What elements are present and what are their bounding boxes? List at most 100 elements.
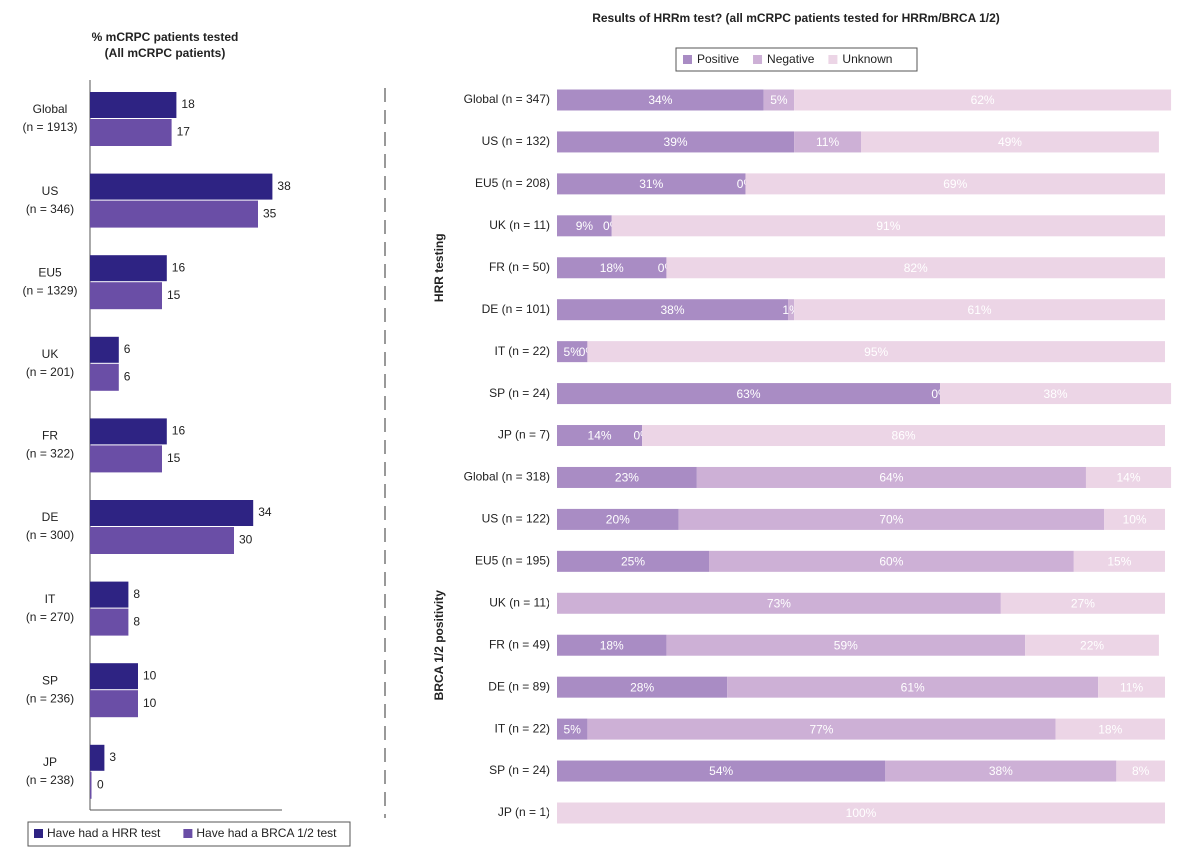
bar-segment bbox=[666, 634, 1026, 656]
value-label: 16 bbox=[172, 260, 186, 274]
left-title: % mCRPC patients tested bbox=[92, 30, 239, 44]
value-label: 20% bbox=[606, 513, 630, 527]
bar-segment bbox=[1098, 676, 1165, 698]
bar-segment bbox=[557, 466, 697, 488]
category-label: IT (n = 22) bbox=[495, 344, 550, 358]
bar-segment bbox=[1104, 508, 1165, 530]
value-label: 22% bbox=[1080, 638, 1104, 652]
bar-segment bbox=[557, 173, 746, 195]
category-label: Global (n = 318) bbox=[464, 470, 550, 484]
bar bbox=[90, 418, 167, 445]
bar-segment bbox=[678, 508, 1105, 530]
value-label: 5% bbox=[770, 93, 788, 107]
value-label: 49% bbox=[998, 135, 1022, 149]
value-label: 10 bbox=[143, 668, 157, 682]
value-label: 69% bbox=[943, 177, 967, 191]
category-label: US (n = 122) bbox=[482, 512, 550, 526]
category-label: FR (n = 50) bbox=[489, 260, 550, 274]
bar-segment bbox=[642, 425, 1165, 447]
bar-segment bbox=[557, 802, 1165, 824]
bar-segment bbox=[557, 131, 795, 153]
legend-label: Unknown bbox=[842, 52, 892, 66]
value-label: 64% bbox=[879, 471, 903, 485]
value-label: 18% bbox=[1098, 722, 1122, 736]
legend-label: Negative bbox=[767, 52, 815, 66]
group-label: HRR testing bbox=[432, 233, 446, 302]
bar bbox=[90, 690, 138, 718]
value-label: 35 bbox=[263, 206, 277, 220]
bar bbox=[90, 744, 105, 771]
value-label: 14% bbox=[1117, 471, 1141, 485]
category-label: (n = 1913) bbox=[22, 120, 77, 134]
value-label: 18 bbox=[181, 97, 195, 111]
legend-label: Have had a HRR test bbox=[47, 826, 161, 840]
category-label: EU5 bbox=[38, 265, 62, 279]
bar bbox=[90, 608, 129, 636]
category-label: US (n = 132) bbox=[482, 134, 550, 148]
category-label: IT bbox=[45, 592, 56, 606]
left-subtitle: (All mCRPC patients) bbox=[105, 46, 226, 60]
value-label: 11% bbox=[816, 135, 839, 149]
bar bbox=[90, 92, 177, 118]
value-label: 39% bbox=[664, 135, 688, 149]
bar-segment bbox=[763, 89, 795, 111]
bar-segment bbox=[1116, 760, 1165, 782]
bar-segment bbox=[794, 131, 861, 153]
value-label: 8 bbox=[133, 614, 140, 628]
legend-label: Have had a BRCA 1/2 test bbox=[196, 826, 337, 840]
bar-segment bbox=[1025, 634, 1159, 656]
bar-segment bbox=[557, 760, 886, 782]
value-label: 15 bbox=[167, 288, 181, 302]
bar-segment bbox=[666, 257, 1165, 279]
bar bbox=[90, 527, 234, 554]
category-label: DE bbox=[42, 510, 59, 524]
bar bbox=[90, 581, 129, 608]
bar bbox=[90, 336, 119, 363]
value-label: 6 bbox=[124, 342, 131, 356]
category-label: (n = 270) bbox=[26, 610, 74, 624]
value-label: 95% bbox=[864, 345, 888, 359]
category-label: EU5 (n = 208) bbox=[475, 176, 550, 190]
legend-box bbox=[675, 47, 918, 72]
category-label: JP (n = 7) bbox=[498, 428, 550, 442]
category-label: (n = 300) bbox=[26, 528, 74, 542]
category-label: UK bbox=[42, 347, 59, 361]
right-title: Results of HRRm test? (all mCRPC patient… bbox=[592, 11, 1000, 25]
value-label: 17 bbox=[177, 125, 191, 139]
bar-segment bbox=[611, 215, 1165, 237]
bar bbox=[90, 255, 167, 282]
bar-segment bbox=[861, 131, 1159, 153]
value-label: 38% bbox=[989, 764, 1013, 778]
value-label: 86% bbox=[892, 429, 916, 443]
value-label: 63% bbox=[737, 387, 761, 401]
category-label: DE (n = 101) bbox=[482, 302, 550, 316]
bar-segment bbox=[557, 215, 612, 237]
bar-segment bbox=[557, 508, 679, 530]
bar bbox=[90, 771, 92, 799]
bar-segment bbox=[557, 592, 1001, 614]
category-label: (n = 236) bbox=[26, 691, 74, 705]
bar-segment bbox=[794, 89, 1172, 111]
legend-swatch bbox=[183, 829, 193, 838]
value-label: 34 bbox=[258, 505, 272, 519]
category-label: FR (n = 49) bbox=[489, 637, 550, 651]
value-label: 0 bbox=[97, 777, 104, 791]
bar-segment bbox=[587, 341, 1165, 363]
bar-segment bbox=[727, 676, 1099, 698]
category-label: Global (n = 347) bbox=[464, 92, 550, 106]
value-label: 38 bbox=[277, 179, 291, 193]
bar-segment bbox=[557, 383, 941, 405]
legend-box bbox=[27, 821, 351, 847]
value-label: 14% bbox=[588, 429, 612, 443]
bar-segment bbox=[940, 383, 1172, 405]
category-label: SP (n = 24) bbox=[489, 763, 550, 777]
value-label: 100% bbox=[846, 806, 877, 820]
value-label: 16 bbox=[172, 424, 186, 438]
bar-segment bbox=[745, 173, 1165, 195]
value-label: 18% bbox=[600, 261, 624, 275]
value-label: 8% bbox=[1132, 764, 1150, 778]
bar-segment bbox=[696, 466, 1086, 488]
legend-swatch bbox=[828, 55, 838, 64]
